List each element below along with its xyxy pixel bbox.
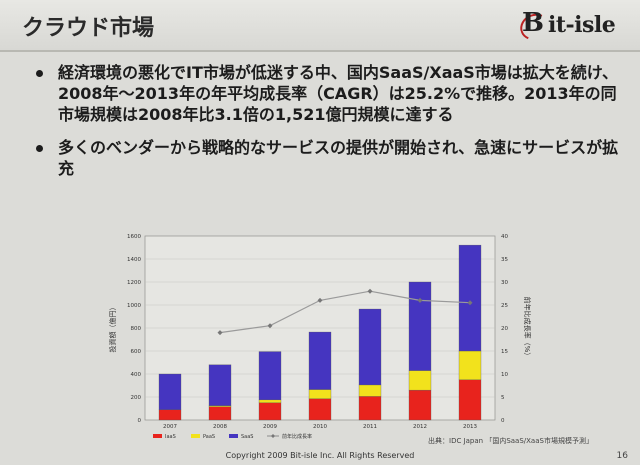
bar-saas xyxy=(408,281,432,371)
bar-paas xyxy=(208,405,232,407)
bar-saas xyxy=(308,331,332,390)
x-tick-label: 2011 xyxy=(363,424,377,430)
x-tick-label: 2008 xyxy=(213,424,227,430)
title-bar: クラウド市場 B it-isle xyxy=(0,0,640,52)
growth-line xyxy=(219,290,471,334)
bar-paas xyxy=(308,389,332,399)
y2-tick-label: 10 xyxy=(501,372,508,378)
bar-paas xyxy=(258,399,282,403)
y-tick-label: 0 xyxy=(138,418,142,424)
bar-iaas xyxy=(408,389,432,421)
y2-tick-label: 30 xyxy=(501,280,508,286)
company-logo: B it-isle xyxy=(516,8,630,45)
y2-tick-label: 5 xyxy=(501,395,505,401)
y2-tick-label: 25 xyxy=(501,303,508,309)
page-number: 16 xyxy=(616,451,628,461)
y2-tick-label: 0 xyxy=(501,418,505,424)
y2-tick-label: 40 xyxy=(501,234,508,240)
x-tick-label: 2009 xyxy=(263,424,277,430)
bar-iaas xyxy=(358,396,382,421)
legend-swatch xyxy=(153,434,162,438)
growth-point xyxy=(467,300,473,306)
bullet-item: 経済環境の悪化でIT市場が低迷する中、国内SaaS/XaaS市場は拡大を続け、 … xyxy=(28,62,628,125)
chart-svg: 0 200 400 600 800 1000 1200 1400 1600 0 5 10 15 20 25 3… xyxy=(108,234,532,440)
y-tick-label: 400 xyxy=(131,372,142,378)
logo-text: it-isle xyxy=(548,12,616,38)
y-tick-label: 1200 xyxy=(127,280,141,286)
bullet-item: 多くのベンダーから戦略的なサービスの提供が開始され、急速にサービスが拡充 xyxy=(28,137,628,179)
y-tick-label: 600 xyxy=(131,349,142,355)
bar-paas xyxy=(458,350,482,380)
growth-point xyxy=(267,323,273,329)
bar-paas xyxy=(408,370,432,391)
legend-label: IaaS xyxy=(165,434,176,440)
growth-point xyxy=(317,297,323,303)
legend-label: 前年比成長率 xyxy=(282,433,312,440)
footer-copyright: Copyright 2009 Bit-isle Inc. All Rights … xyxy=(225,451,415,460)
bar-iaas xyxy=(258,402,282,421)
bullet-dot-icon xyxy=(36,145,43,152)
market-chart: 0 200 400 600 800 1000 1200 1400 1600 0 5 10 15 20 25 3… xyxy=(105,222,535,452)
page-title: クラウド市場 xyxy=(22,16,155,41)
bullet-list: 経済環境の悪化でIT市場が低迷する中、国内SaaS/XaaS市場は拡大を続け、 … xyxy=(28,62,628,191)
growth-point xyxy=(367,288,373,294)
logo-initial: B xyxy=(522,8,544,38)
y-tick-label: 1000 xyxy=(127,303,141,309)
bar-iaas xyxy=(208,406,232,421)
bar-paas xyxy=(358,384,382,397)
legend-label: SaaS xyxy=(241,434,253,440)
bar-iaas xyxy=(458,379,482,421)
x-tick-label: 2013 xyxy=(463,424,477,430)
y-axis-label: 投資額（億円） xyxy=(108,304,117,353)
x-tick-label: 2007 xyxy=(163,424,177,430)
bar-iaas xyxy=(308,398,332,421)
legend-line-marker xyxy=(271,434,275,438)
y-tick-label: 800 xyxy=(131,326,142,332)
growth-point xyxy=(217,330,223,336)
bar-saas xyxy=(158,373,182,410)
growth-point xyxy=(417,297,423,303)
y-tick-label: 200 xyxy=(131,395,142,401)
x-tick-label: 2012 xyxy=(413,424,427,430)
x-tick-label: 2010 xyxy=(313,424,327,430)
legend-swatch xyxy=(191,434,200,438)
bar-saas xyxy=(458,244,482,352)
legend-label: PaaS xyxy=(203,434,215,440)
bullet-text: 多くのベンダーから戦略的なサービスの提供が開始され、急速にサービスが拡充 xyxy=(58,138,619,178)
bullet-dot-icon xyxy=(36,70,43,77)
legend-swatch xyxy=(229,434,238,438)
bar-saas xyxy=(258,351,282,401)
y-tick-label: 1600 xyxy=(127,234,141,240)
bar-iaas xyxy=(158,409,182,421)
bar-saas xyxy=(358,308,382,386)
y2-tick-label: 20 xyxy=(501,326,508,332)
y2-tick-label: 35 xyxy=(501,257,508,263)
y2-axis-label: 前年比成長率（%） xyxy=(523,297,532,360)
source-text: 出典：IDC Japan 「国内SaaS/XaaS市場規模予測」 xyxy=(428,437,593,445)
y-tick-label: 1400 xyxy=(127,257,141,263)
y2-tick-label: 15 xyxy=(501,349,508,355)
bar-saas xyxy=(208,364,232,406)
bullet-text: 経済環境の悪化でIT市場が低迷する中、国内SaaS/XaaS市場は拡大を続け、 … xyxy=(58,63,619,124)
